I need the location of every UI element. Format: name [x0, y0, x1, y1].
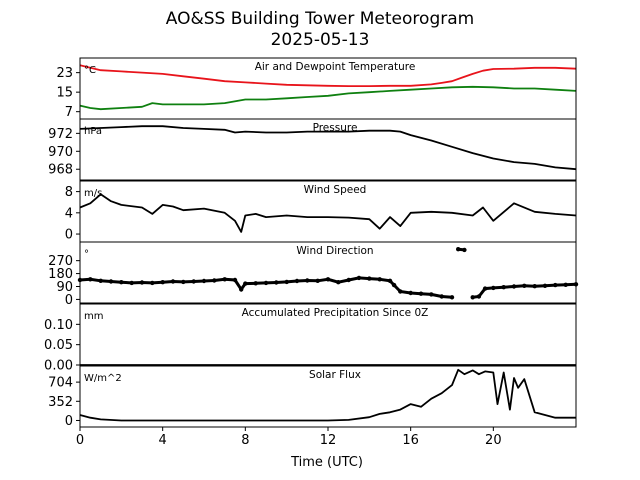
series-temperature-0	[79, 64, 577, 87]
y-tick-label: 0	[65, 293, 73, 308]
x-axis-label: Time (UTC)	[290, 455, 363, 470]
panel-unit: mm	[84, 311, 103, 322]
panel-title: Air and Dewpoint Temperature	[255, 61, 416, 73]
x-axis: 0 4 8 12 16 20	[76, 433, 502, 448]
panel-unit: °	[84, 249, 89, 260]
x-tick-label: 20	[485, 433, 502, 448]
y-tick-label: 4	[65, 206, 73, 221]
series-wind_speed-0	[79, 193, 577, 233]
y-tick-label: 704	[48, 376, 73, 391]
y-tick-label: 180	[48, 267, 73, 282]
panel-title: Solar Flux	[309, 369, 361, 381]
y-tick-label: 0	[65, 228, 73, 243]
series-wind_direction-0-trace	[79, 247, 577, 299]
panel-frame	[79, 118, 577, 181]
x-tick-label: 16	[402, 433, 419, 448]
panel-title: Accumulated Precipitation Since 0Z	[242, 307, 429, 319]
panel-unit: °C	[84, 65, 96, 76]
panel-unit: m/s	[84, 188, 102, 199]
panel-precipitation: 0.00 0.05 0.10 Accumulated Precipitation Si…	[44, 303, 577, 374]
y-tick-label: 0.10	[44, 318, 73, 333]
y-tick-label: 352	[48, 395, 73, 410]
y-tick-label: 15	[56, 86, 73, 101]
y-tick-label: 972	[48, 127, 73, 142]
chart-title: AO&SS Building Tower Meteorogram	[166, 9, 474, 29]
panel-frame	[79, 241, 577, 304]
panel-temperature: 7 15 23 Air and Dewpoint Temperature °C	[56, 57, 577, 120]
series-solar-0	[79, 368, 576, 422]
y-tick-label: 270	[48, 254, 73, 269]
y-tick-label: 0.00	[44, 359, 73, 374]
y-tick-label: 0	[65, 414, 73, 429]
panel-solar: 0 352 704 Solar Flux W/m^2	[48, 365, 577, 431]
y-tick-label: 0.05	[44, 338, 73, 353]
panel-wind_speed: 0 4 8 Wind Speed m/s	[65, 180, 577, 243]
x-tick-label: 8	[241, 433, 249, 448]
x-tick-label: 0	[76, 433, 84, 448]
panel-title: Pressure	[313, 122, 358, 134]
panel-unit: W/m^2	[84, 373, 122, 384]
panel-title: Wind Speed	[304, 184, 367, 196]
y-tick-label: 968	[48, 163, 73, 178]
panel-unit: hPa	[84, 126, 102, 137]
x-tick-label: 12	[320, 433, 337, 448]
panel-pressure: 968 970 972 Pressure hPa	[48, 118, 577, 181]
y-tick-label: 23	[56, 66, 73, 81]
y-tick-label: 90	[56, 280, 73, 295]
series-wind_direction-0	[77, 247, 579, 300]
panels-group: 7 15 23 Air and Dewpoint Temperature °C 968 97…	[44, 57, 579, 431]
x-tick-label: 4	[159, 433, 167, 448]
y-tick-label: 970	[48, 145, 73, 160]
panel-frame	[79, 303, 577, 366]
y-tick-label: 7	[65, 105, 73, 120]
panel-title: Wind Direction	[296, 245, 373, 257]
y-tick-label: 8	[65, 185, 73, 200]
chart-subtitle: 2025-05-13	[271, 30, 370, 50]
series-pressure-0	[79, 125, 577, 171]
series-temperature-1	[79, 85, 577, 111]
